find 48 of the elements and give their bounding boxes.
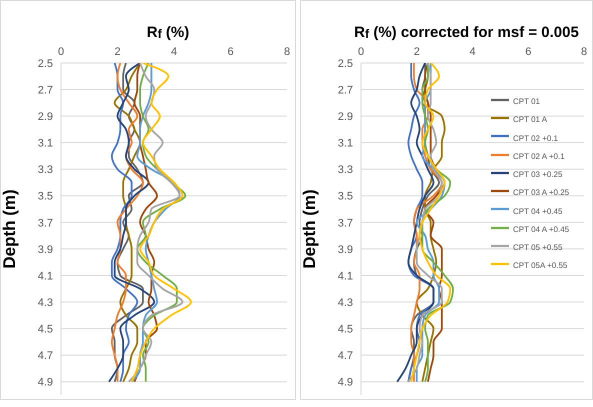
legend-label: CPT 02 A +0.1 <box>513 152 565 161</box>
x-tick-label: 4 <box>469 46 476 58</box>
x-tick-label: 2 <box>414 46 420 58</box>
x-tick-label: 6 <box>227 46 234 58</box>
x-tick-label: 8 <box>284 46 290 58</box>
y-tick-label: 3.3 <box>338 164 353 176</box>
y-tick-label: 3.3 <box>38 164 53 176</box>
y-tick-label: 4.7 <box>38 350 53 362</box>
y-tick-label: 4.3 <box>338 296 353 309</box>
x-tick-label: 8 <box>580 46 588 58</box>
legend-label: CPT 03 +0.25 <box>513 170 562 180</box>
y-tick-label: 3.9 <box>38 244 53 256</box>
legend-label: CPT 01 <box>513 97 540 106</box>
y-axis-title: Depth (m) <box>300 189 320 269</box>
legend-label: CPT 04 +0.45 <box>513 206 562 216</box>
y-tick-label: 3.1 <box>38 138 53 150</box>
legend-label: CPT 01 A <box>513 115 548 124</box>
y-tick-label: 3.7 <box>38 217 53 230</box>
y-tick-label: 3.5 <box>338 190 353 203</box>
x-tick-label: 6 <box>525 46 532 58</box>
y-axis-title: Depth (m) <box>0 189 20 269</box>
y-tick-label: 4.9 <box>338 376 353 389</box>
y-tick-label: 3.9 <box>338 244 353 256</box>
legend-label: CPT 02 +0.1 <box>513 134 558 143</box>
y-tick-label: 2.7 <box>38 84 53 96</box>
legend-label: CPT 03 A +0.25 <box>513 188 570 198</box>
y-tick-label: 4.1 <box>38 270 53 282</box>
legend-label: CPT 04 A +0.45 <box>513 224 570 234</box>
y-tick-label: 4.3 <box>38 296 53 309</box>
y-tick-label: 4.1 <box>338 270 353 282</box>
y-tick-label: 3.7 <box>338 217 353 230</box>
x-tick-label: 0 <box>358 46 364 58</box>
x-tick-label: 4 <box>170 46 178 58</box>
y-tick-label: 4.9 <box>38 376 53 389</box>
legend-label: CPT 05A +0.55 <box>513 261 568 270</box>
y-tick-label: 3.5 <box>38 190 53 203</box>
y-tick-label: 4.5 <box>338 324 353 336</box>
y-tick-label: 3.1 <box>338 138 353 150</box>
y-tick-label: 2.5 <box>38 58 53 70</box>
legend-label: CPT 05 +0.55 <box>513 243 562 252</box>
y-tick-label: 4.7 <box>338 350 353 362</box>
y-tick-label: 2.7 <box>338 84 353 96</box>
y-tick-label: 4.5 <box>38 324 53 336</box>
x-tick-label: 0 <box>58 46 64 58</box>
y-tick-label: 2.9 <box>38 111 53 124</box>
x-tick-label: 2 <box>114 46 121 58</box>
y-tick-label: 2.5 <box>338 58 353 70</box>
y-tick-label: 2.9 <box>338 111 353 124</box>
